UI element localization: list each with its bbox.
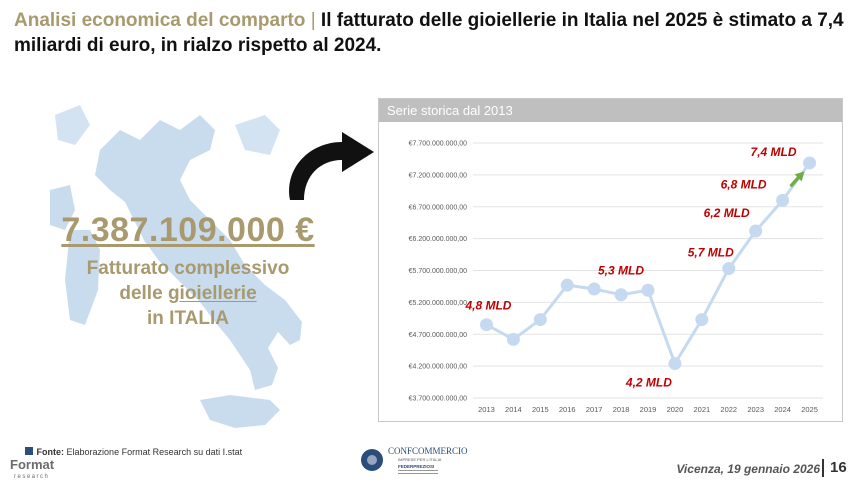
total-revenue-value: 7.387.109.000 € [40, 211, 336, 250]
page-title: Analisi economica del comparto | Il fatt… [14, 8, 849, 58]
y-tick-label: €6.200.000.000,00 [409, 236, 467, 243]
footer-divider [822, 459, 824, 477]
x-tick-label: 2019 [640, 405, 657, 414]
logo-center-sub1: IMPRESE PER L'ITALIA [398, 457, 442, 462]
data-point [722, 262, 735, 275]
description-line-2-prefix: delle [119, 283, 168, 304]
x-tick-label: 2020 [667, 405, 684, 414]
logo-center-sub2: FEDERPREZIOSI [398, 464, 434, 469]
x-tick-label: 2023 [747, 405, 764, 414]
description-line-2: delle gioiellerie [40, 281, 336, 306]
data-label: 6,8 MLD [721, 177, 767, 191]
x-tick-label: 2022 [720, 405, 737, 414]
y-tick-label: €5.700.000.000,00 [409, 268, 467, 275]
data-point [695, 313, 708, 326]
description-line-3: in ITALIA [40, 306, 336, 331]
data-point [776, 194, 789, 207]
y-tick-label: €7.700.000.000,00 [409, 141, 467, 148]
revenue-chart: Serie storica dal 2013 €3.700.000.000,00… [378, 98, 843, 422]
confcommercio-logo: CONFCOMMERCIO IMPRESE PER L'ITALIA FEDER… [358, 440, 508, 480]
data-point [588, 282, 601, 295]
data-label: 5,7 MLD [688, 246, 734, 260]
data-point [615, 288, 628, 301]
data-point [507, 333, 520, 346]
logo-left-line2: research [14, 474, 49, 480]
x-tick-label: 2025 [801, 405, 818, 414]
title-separator: | [311, 10, 316, 31]
data-point [480, 318, 493, 331]
source-text: Elaborazione Format Research su dati I.s… [67, 447, 243, 457]
x-tick-label: 2021 [694, 405, 711, 414]
y-tick-label: €6.700.000.000,00 [409, 204, 467, 211]
footer-date: Vicenza, 19 gennaio 2026 [650, 462, 820, 476]
x-tick-label: 2014 [505, 405, 522, 414]
x-tick-label: 2024 [774, 405, 791, 414]
data-point [803, 156, 816, 169]
y-tick-label: €7.200.000.000,00 [409, 172, 467, 179]
data-label: 6,2 MLD [704, 206, 750, 220]
y-tick-label: €5.200.000.000,00 [409, 300, 467, 307]
total-revenue-description: Fatturato complessivo delle gioiellerie … [40, 256, 336, 331]
chart-plot: €3.700.000.000,00 €4.200.000.000,00 €4.700… [379, 99, 842, 421]
data-label: 7,4 MLD [751, 145, 797, 159]
page-number: 16 [830, 459, 847, 476]
logo-center-title: CONFCOMMERCIO [388, 446, 468, 456]
title-kicker: Analisi economica del comparto [14, 10, 305, 31]
y-tick-label: €4.700.000.000,00 [409, 332, 467, 339]
curved-arrow-icon [280, 128, 380, 208]
x-tick-label: 2015 [532, 405, 549, 414]
description-line-1: Fatturato complessivo [40, 256, 336, 281]
data-point [642, 284, 655, 297]
data-point [561, 279, 574, 292]
y-tick-label: €3.700.000.000,00 [409, 396, 467, 403]
data-label: 5,3 MLD [598, 263, 644, 277]
description-line-2-link: gioiellerie [168, 283, 257, 304]
x-tick-label: 2018 [613, 405, 630, 414]
x-tick-label: 2013 [478, 405, 495, 414]
format-research-logo: Format research [8, 455, 78, 481]
y-tick-label: €4.200.000.000,00 [409, 364, 467, 371]
data-point [749, 224, 762, 237]
logo-left-line1: Format [10, 457, 55, 472]
data-label: 4,8 MLD [464, 299, 511, 313]
data-label: 4,2 MLD [625, 376, 672, 390]
data-point [668, 357, 681, 370]
x-tick-label: 2017 [586, 405, 603, 414]
x-tick-label: 2016 [559, 405, 576, 414]
data-point [534, 313, 547, 326]
series-line [486, 163, 809, 364]
